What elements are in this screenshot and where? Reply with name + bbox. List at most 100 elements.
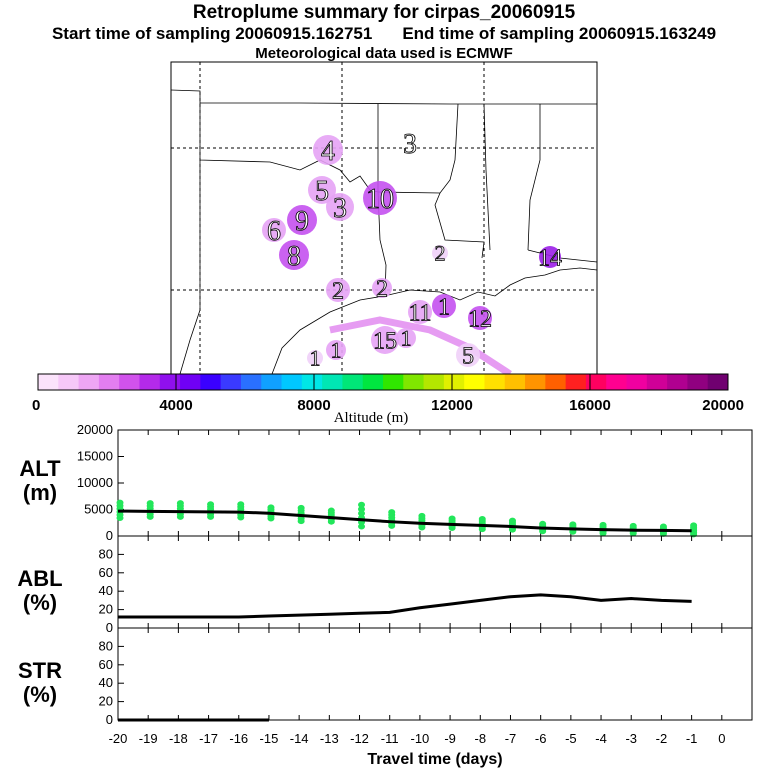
colorbar-swatch xyxy=(484,374,506,390)
colorbar-swatch xyxy=(200,374,222,390)
plume-label: 12 xyxy=(468,306,492,332)
alt-point xyxy=(599,521,607,528)
alt-point xyxy=(418,512,426,519)
plume-marker xyxy=(408,300,432,324)
colorbar-swatch xyxy=(119,374,140,390)
plume-label: 4 xyxy=(321,136,335,167)
plume-marker xyxy=(371,326,399,354)
plume-marker xyxy=(432,294,456,318)
plume-marker xyxy=(363,181,397,215)
plume-label: 8 xyxy=(287,241,301,272)
x-tick-label: -16 xyxy=(229,731,248,746)
x-tick-label: -13 xyxy=(320,731,339,746)
plume-label: 1 xyxy=(331,338,342,363)
plume-marker xyxy=(372,278,392,298)
y-tick-label: 60 xyxy=(99,657,113,672)
plume-label: 1 xyxy=(438,294,450,320)
alt-point xyxy=(116,499,124,506)
time-series-panels: 05000100001500020000ALT(m)020406080ABL(%… xyxy=(17,422,753,768)
x-tick-label: -3 xyxy=(625,731,637,746)
colorbar-swatch xyxy=(78,374,100,390)
colorbar-swatch xyxy=(139,374,161,390)
colorbar-swatch xyxy=(667,374,688,390)
panel-frame xyxy=(117,535,753,629)
alt-point xyxy=(146,500,154,507)
y-tick-label: 20 xyxy=(99,602,113,617)
plume-label: 1 xyxy=(310,346,321,371)
alt-point xyxy=(297,504,305,511)
plume-marker xyxy=(326,340,346,360)
plume-marker xyxy=(456,343,480,367)
x-tick-label: -12 xyxy=(350,731,369,746)
y-tick-label: 0 xyxy=(106,620,113,635)
colorbar-swatch xyxy=(646,374,668,390)
y-axis-unit: (%) xyxy=(23,590,57,615)
x-tick-label: -9 xyxy=(444,731,456,746)
x-tick-label: -1 xyxy=(686,731,698,746)
x-tick-label: -4 xyxy=(595,731,607,746)
sampling-times: Start time of sampling 20060915.162751 En… xyxy=(0,24,768,44)
x-tick-label: -10 xyxy=(411,731,430,746)
alt-median-line xyxy=(117,509,692,533)
colorbar-swatch xyxy=(281,374,303,390)
y-tick-label: 5000 xyxy=(84,502,113,517)
x-tick-label: -18 xyxy=(169,731,188,746)
colorbar-title: Altitude (m) xyxy=(334,410,409,426)
x-tick-label: -2 xyxy=(656,731,668,746)
y-tick-label: 60 xyxy=(99,565,113,580)
alt-point xyxy=(358,506,366,513)
start-sampling-text: Start time of sampling 20060915.162751 xyxy=(51,24,373,43)
panel-frame xyxy=(117,429,753,537)
alt-point xyxy=(448,515,456,522)
plume-marker xyxy=(287,205,317,235)
x-tick-label: -8 xyxy=(475,731,487,746)
colorbar-swatch xyxy=(180,374,201,390)
altitude-colorbar: 0 4000 8000 12000 16000 20000 Altitude (m) xyxy=(32,373,744,426)
plume-marker xyxy=(313,135,343,165)
colorbar-tick-label: 0 xyxy=(32,397,40,414)
alt-point xyxy=(539,520,547,527)
plume-marker xyxy=(262,218,286,242)
colorbar-swatch xyxy=(98,374,120,390)
plume-label: 15 xyxy=(373,328,397,354)
x-tick-label: -6 xyxy=(535,731,547,746)
plume-marker xyxy=(307,350,323,366)
y-tick-label: 80 xyxy=(99,546,113,561)
y-tick-label: 20 xyxy=(99,694,113,709)
plume-label: 2 xyxy=(332,278,344,304)
alt-point xyxy=(207,501,215,508)
plume-label: 11 xyxy=(408,300,431,326)
colorbar-tick-label: 16000 xyxy=(569,397,611,414)
colorbar-swatch xyxy=(585,374,607,390)
y-tick-label: 15000 xyxy=(77,449,113,464)
colorbar-swatch xyxy=(383,374,404,390)
plume-label: 3 xyxy=(403,129,417,160)
colorbar-swatch xyxy=(38,374,59,390)
colorbar-swatch xyxy=(58,374,80,390)
panel-abl: 0 20 40 60 80 ABL(%) xyxy=(17,535,753,635)
plume-label: 5 xyxy=(462,343,474,369)
end-sampling-text: End time of sampling 20060915.163249 xyxy=(402,24,717,43)
x-tick-label: -17 xyxy=(199,731,218,746)
alt-point xyxy=(569,521,577,528)
panel-alt: 0 5000 10000 15000 20000 ALT(m) xyxy=(19,422,753,543)
alt-point xyxy=(358,523,366,530)
y-tick-label: 0 xyxy=(106,712,113,727)
colorbar-swatch xyxy=(525,374,546,390)
x-tick-label: -7 xyxy=(505,731,517,746)
y-tick-label: 20000 xyxy=(77,422,113,437)
alt-point xyxy=(267,504,275,511)
plume-label: 14 xyxy=(538,245,562,271)
plume-marker xyxy=(326,193,354,221)
colorbar-tick-label: 12000 xyxy=(431,397,473,414)
alt-point xyxy=(176,500,184,507)
colorbar-swatch xyxy=(707,374,729,390)
plume-label: 3 xyxy=(333,193,347,224)
colorbar-swatch xyxy=(464,374,485,390)
panel-frame xyxy=(117,627,753,721)
alt-point xyxy=(237,501,245,508)
colorbar-swatch xyxy=(322,374,343,390)
